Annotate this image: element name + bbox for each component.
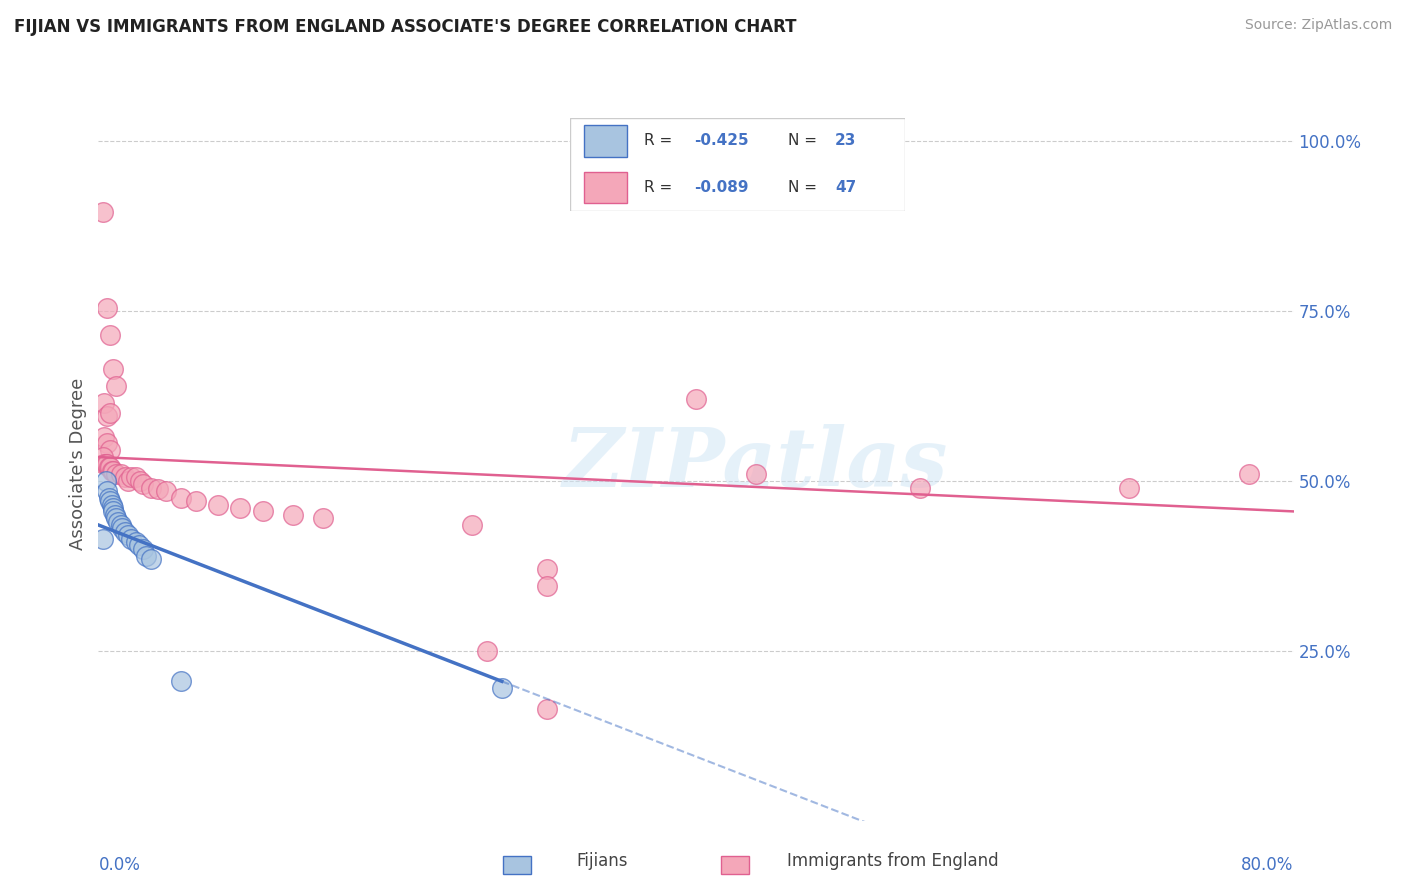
Point [96, 436, 118, 450]
Point [536, 579, 558, 593]
Point [1118, 481, 1140, 495]
Point [461, 518, 484, 533]
Text: FIJIAN VS IMMIGRANTS FROM ENGLAND ASSOCIATE'S DEGREE CORRELATION CHART: FIJIAN VS IMMIGRANTS FROM ENGLAND ASSOCI… [14, 18, 797, 36]
Point [117, 474, 139, 488]
Point [100, 327, 122, 342]
Text: 0.0%: 0.0% [98, 856, 141, 874]
Point [184, 494, 207, 508]
Point [105, 378, 128, 392]
FancyBboxPatch shape [503, 856, 531, 874]
Text: Source: ZipAtlas.com: Source: ZipAtlas.com [1244, 18, 1392, 32]
FancyBboxPatch shape [721, 856, 749, 874]
Point [91, 450, 114, 464]
Point [117, 528, 139, 542]
Point [132, 541, 155, 556]
Point [96, 457, 118, 471]
Point [252, 504, 274, 518]
Point [110, 467, 132, 481]
Point [101, 498, 124, 512]
Point [148, 482, 170, 496]
Point [105, 511, 128, 525]
Point [91, 532, 114, 546]
Point [110, 518, 132, 533]
Point [908, 481, 931, 495]
Point [103, 504, 125, 518]
Text: Immigrants from England: Immigrants from England [787, 852, 1000, 870]
Point [103, 361, 125, 376]
Point [105, 467, 128, 481]
Point [103, 501, 125, 516]
Point [93, 430, 115, 444]
Point [97, 491, 120, 505]
Point [111, 521, 134, 535]
Point [93, 395, 115, 409]
Y-axis label: Associate's Degree: Associate's Degree [69, 377, 87, 550]
Point [101, 464, 124, 478]
Point [100, 460, 122, 475]
Point [169, 491, 191, 505]
Point [107, 515, 129, 529]
Point [155, 483, 177, 498]
Point [536, 701, 558, 715]
Point [207, 498, 229, 512]
Point [120, 470, 142, 484]
Point [103, 464, 125, 478]
Point [97, 460, 120, 475]
Point [114, 470, 136, 484]
Point [685, 392, 707, 407]
Point [96, 483, 118, 498]
Point [100, 406, 122, 420]
Point [91, 205, 114, 219]
Point [100, 494, 122, 508]
Point [169, 674, 191, 689]
Point [120, 532, 142, 546]
Point [129, 474, 152, 488]
Point [281, 508, 304, 522]
Text: ZIPatlas: ZIPatlas [562, 424, 949, 504]
Point [135, 549, 157, 563]
Point [536, 562, 558, 576]
Point [491, 681, 513, 695]
Text: 80.0%: 80.0% [1241, 856, 1294, 874]
Point [96, 409, 118, 424]
Point [128, 538, 150, 552]
Point [94, 474, 117, 488]
Point [139, 481, 162, 495]
Point [94, 457, 117, 471]
Point [745, 467, 768, 481]
Point [229, 501, 252, 516]
Point [96, 301, 118, 315]
Point [139, 552, 162, 566]
Point [114, 524, 136, 539]
Point [1237, 467, 1260, 481]
Point [125, 470, 148, 484]
Point [475, 644, 498, 658]
Point [311, 511, 333, 525]
Point [104, 508, 127, 522]
Point [93, 457, 115, 471]
Text: Fijians: Fijians [576, 852, 628, 870]
Point [100, 443, 122, 458]
Point [125, 535, 148, 549]
Point [132, 477, 155, 491]
